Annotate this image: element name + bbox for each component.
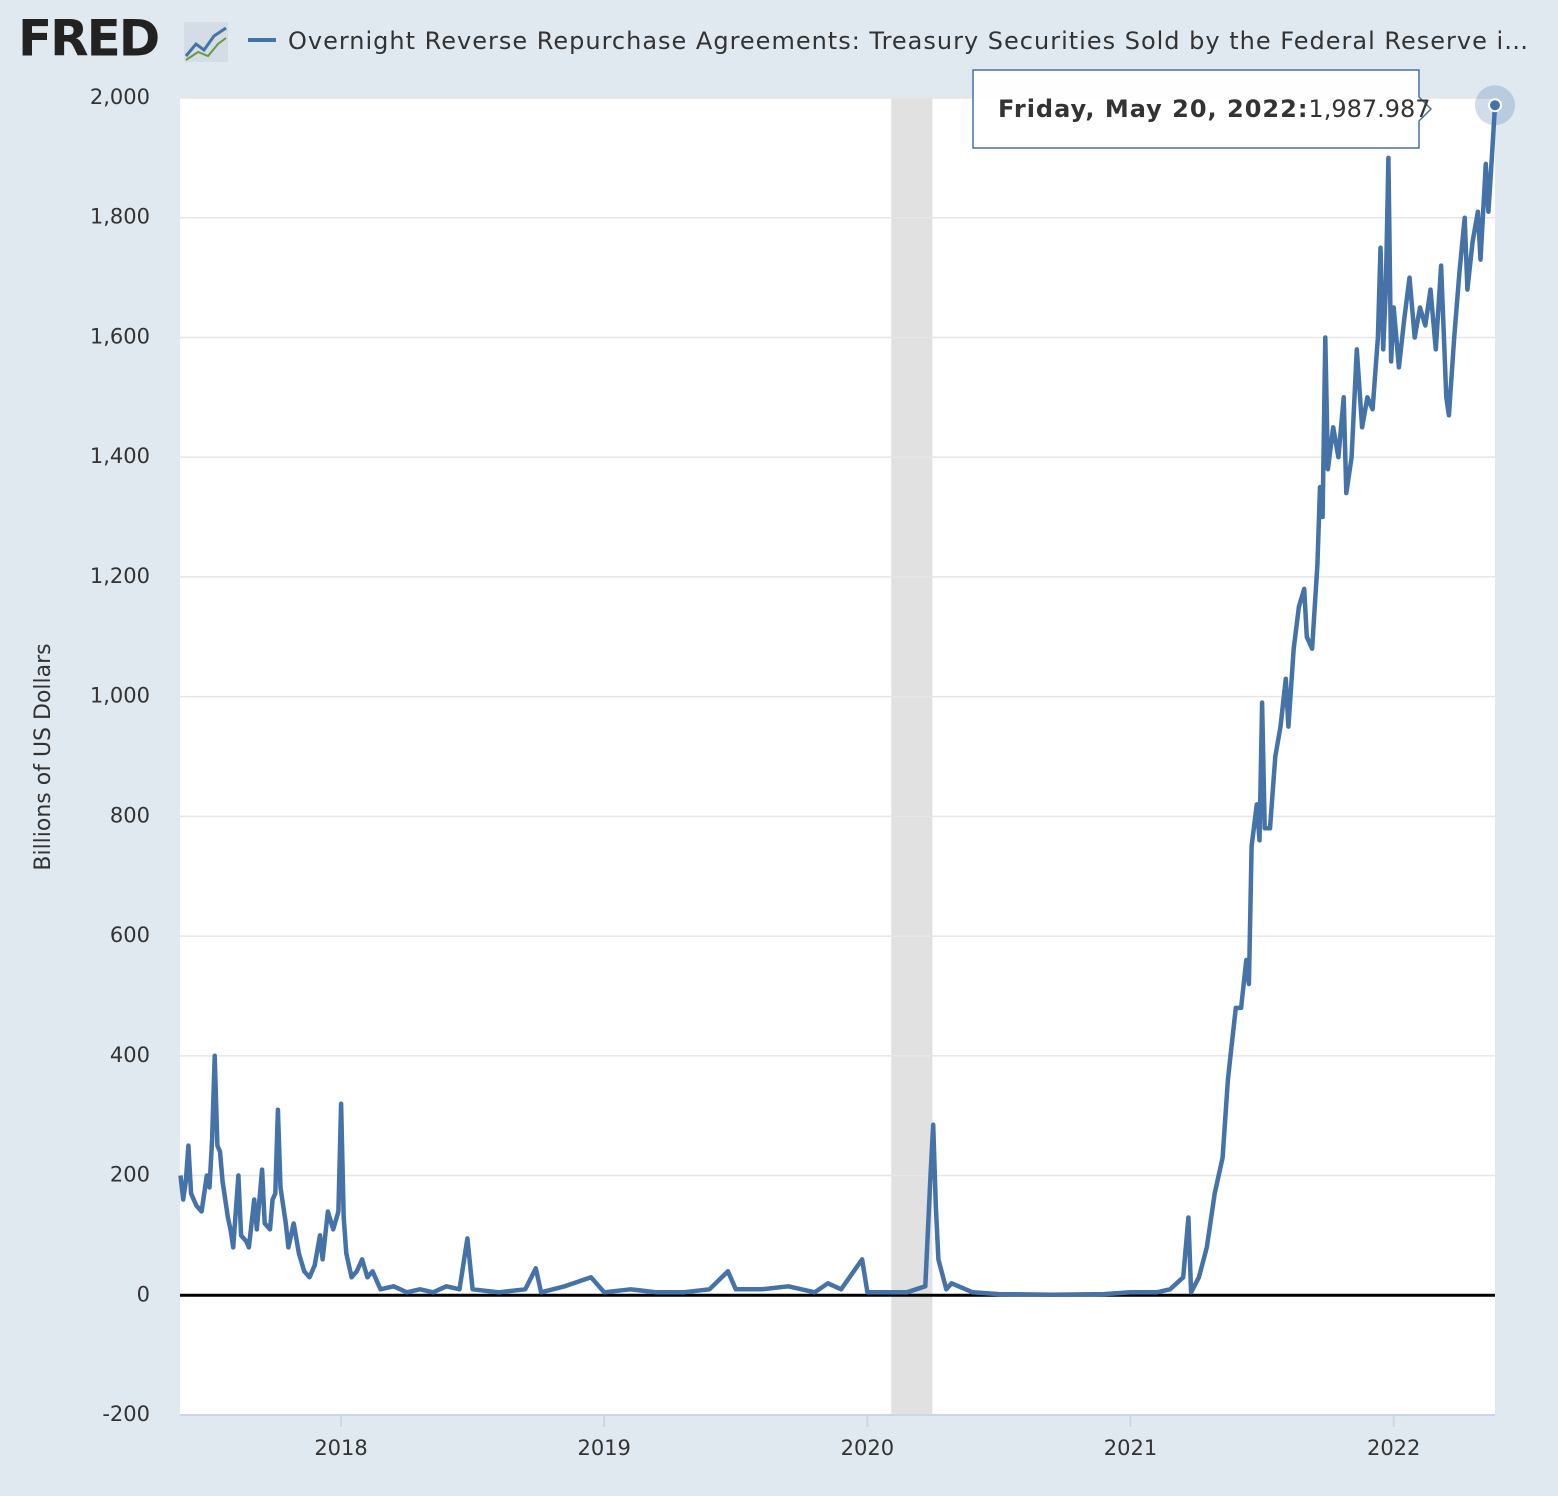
x-tick-label: 2020 [841,1436,894,1460]
series-line [178,105,1498,1297]
tooltip-box [972,69,1433,149]
logo: FRED [18,10,158,68]
y-tick-label: 200 [110,1163,150,1187]
tooltip-text: Friday, May 20, 2022:1,987.987 [998,95,1431,123]
y-tick-label: 2,000 [90,85,150,109]
y-tick-label: 1,600 [90,324,150,348]
legend-label: Overnight Reverse Repurchase Agreements:… [288,27,1529,55]
tooltip: Friday, May 20, 2022:1,987.987 [972,69,1433,149]
recession-band [891,98,933,1415]
x-tick-label: 2019 [577,1436,630,1460]
hover-point [1488,98,1502,113]
x-tick-label: 2018 [314,1436,367,1460]
y-axis-label: Billions of US Dollars [31,643,56,870]
x-tick-label: 2022 [1367,1436,1420,1460]
tooltip-value: 1,987.987 [1308,95,1430,123]
y-tick-label: 1,200 [90,564,150,588]
logo-icon [184,22,228,62]
tooltip-date: Friday, May 20, 2022: [998,95,1308,123]
y-tick-label: 400 [110,1043,150,1067]
y-tick-label: 1,400 [90,444,150,468]
y-tick-label: 800 [110,803,150,827]
y-tick-label: -200 [102,1402,150,1426]
y-tick-label: 600 [110,923,150,947]
x-tick-label: 2021 [1104,1436,1157,1460]
y-tick-label: 1,800 [90,205,150,229]
y-tick-label: 1,000 [90,684,150,708]
plot-area [180,98,1495,1415]
y-tick-label: 0 [137,1282,150,1306]
